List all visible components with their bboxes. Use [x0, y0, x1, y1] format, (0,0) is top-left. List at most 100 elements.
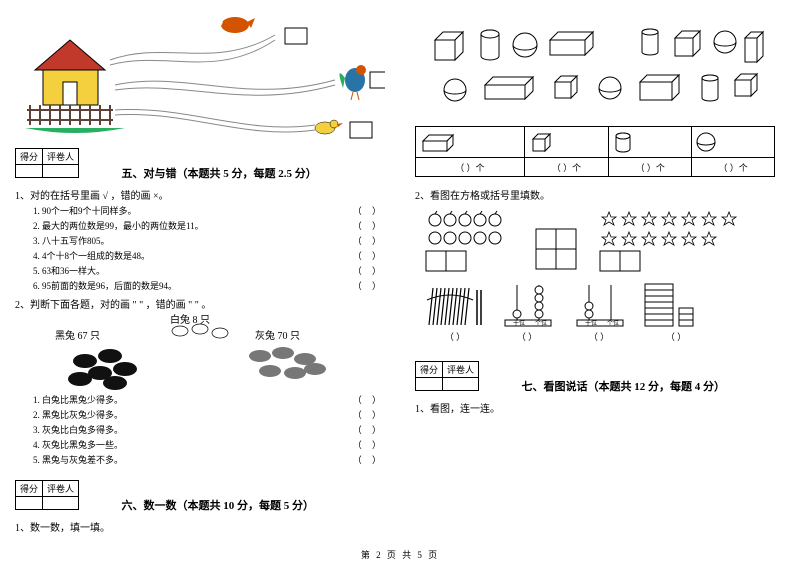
grid-4-item: [535, 228, 579, 272]
gray-rabbits-icon: [249, 347, 326, 379]
house-roof-icon: [35, 40, 105, 70]
score-label: 得分: [416, 362, 443, 378]
duck-icon: [315, 120, 343, 134]
q-item: 2. 黑兔比灰兔少得多。: [33, 408, 325, 421]
paren-blank[interactable]: （ ）: [325, 279, 385, 292]
cylinder-icon: [702, 75, 718, 101]
count-blank[interactable]: （ ）个: [692, 158, 775, 177]
counting-sticks-icon: [425, 280, 485, 330]
two-cell-grid[interactable]: [425, 250, 469, 272]
svg-text:十位: 十位: [513, 319, 525, 327]
reviewer-label: 评卷人: [443, 362, 479, 378]
sphere-icon: [513, 33, 537, 57]
white-rabbits-icon: [172, 324, 228, 338]
abacus-icon: 十位 个位: [569, 280, 629, 330]
path-line-icon: [110, 35, 275, 60]
q-item: 4. 4个十8个一组成的数是48。: [33, 249, 325, 262]
section-5-header: 得分 评卷人 五、对与错（本题共 5 分，每题 2.5 分）: [15, 148, 385, 181]
table-cell-cube: [524, 127, 609, 158]
score-box: 得分 评卷人: [415, 361, 479, 391]
paren-blank[interactable]: （ ）: [497, 330, 557, 343]
q5-2-lead: 2、判断下面各题，对的画 " " ，错的画 " " 。: [15, 296, 385, 311]
paren-blank[interactable]: （ ）: [325, 234, 385, 247]
q5-1-lead: 1、对的在括号里画 √ ，错的画 ×。: [15, 187, 385, 202]
table-cell-sphere: [692, 127, 775, 158]
paren-blank[interactable]: （ ）: [325, 264, 385, 277]
stars-icon: [599, 210, 739, 250]
table-cell-cuboid: [416, 127, 525, 158]
q-item: 1. 白兔比黑兔少得多。: [33, 393, 325, 406]
reviewer-label: 评卷人: [43, 149, 79, 165]
answer-box[interactable]: [370, 72, 385, 88]
q-right-2-lead: 2、看图在方格或括号里填数。: [415, 187, 785, 202]
count-blank[interactable]: （ ）个: [524, 158, 609, 177]
cuboid-icon: [745, 32, 763, 62]
q5-2-list: 1. 白兔比黑兔少得多。（ ） 2. 黑兔比灰兔少得多。（ ） 3. 灰兔比白兔…: [15, 393, 385, 466]
q6-1: 1、数一数，填一填。: [15, 519, 385, 534]
abacus-2-item: 十位 个位 （ ）: [569, 280, 629, 343]
paren-blank[interactable]: （ ）: [641, 330, 711, 343]
paren-blank[interactable]: （ ）: [325, 249, 385, 262]
path-line-icon: [110, 40, 275, 65]
farm-scene-illustration: [15, 10, 385, 140]
cube-icon: [435, 32, 463, 60]
reviewer-label: 评卷人: [43, 481, 79, 497]
count-blank[interactable]: （ ）个: [609, 158, 692, 177]
score-cell[interactable]: [16, 165, 43, 178]
paren-blank[interactable]: （ ）: [325, 408, 385, 421]
abacus-1-item: 十位个位 （ ）: [497, 280, 557, 343]
blocks-item: （ ）: [641, 280, 711, 343]
section-7-header: 得分 评卷人 七、看图说话（本题共 12 分，每题 4 分）: [415, 361, 785, 394]
q-item: 1. 90个一和9个十同样多。: [33, 204, 325, 217]
paren-blank[interactable]: （ ）: [325, 423, 385, 436]
count-blank[interactable]: （ ）个: [416, 158, 525, 177]
paren-blank[interactable]: （ ）: [325, 453, 385, 466]
white-rabbit-label: 白兔 8 只: [170, 313, 210, 326]
paren-blank[interactable]: （ ）: [325, 438, 385, 451]
cube-icon: [675, 31, 700, 56]
abacus-icon: 十位个位: [497, 280, 557, 330]
score-cell[interactable]: [16, 497, 43, 510]
shape-classify-table: （ ）个 （ ）个 （ ）个 （ ）个: [415, 126, 775, 177]
section-6-title: 六、数一数（本题共 10 分，每题 5 分）: [122, 497, 315, 513]
q-item: 5. 黑兔与灰兔差不多。: [33, 453, 325, 466]
cuboid-icon: [640, 75, 679, 100]
score-cell[interactable]: [416, 378, 443, 391]
score-box: 得分 评卷人: [15, 148, 79, 178]
table-cell-cylinder: [609, 127, 692, 158]
score-label: 得分: [16, 481, 43, 497]
rabbits-illustration: 黑兔 67 只 白兔 8 只 灰兔 70 只: [55, 311, 355, 391]
answer-box[interactable]: [350, 122, 372, 138]
cylinder-icon: [481, 30, 499, 60]
cube-icon: [735, 74, 757, 96]
q-item: 5. 63和36一样大。: [33, 264, 325, 277]
paren-blank[interactable]: （ ）: [569, 330, 629, 343]
reviewer-cell[interactable]: [43, 165, 79, 178]
svg-text:个位: 个位: [607, 319, 619, 327]
score-label: 得分: [16, 149, 43, 165]
reviewer-cell[interactable]: [43, 497, 79, 510]
section-6-header: 得分 评卷人 六、数一数（本题共 10 分，每题 5 分）: [15, 480, 385, 513]
house-door-icon: [63, 82, 77, 105]
grass-icon: [25, 128, 125, 133]
sphere-icon: [444, 79, 466, 101]
paren-blank[interactable]: （ ）: [425, 330, 485, 343]
sphere-icon: [714, 31, 736, 53]
four-cell-grid[interactable]: [535, 228, 579, 272]
page: 得分 评卷人 五、对与错（本题共 5 分，每题 2.5 分） 1、对的在括号里画…: [0, 0, 800, 540]
two-cell-grid[interactable]: [599, 250, 643, 272]
reviewer-cell[interactable]: [443, 378, 479, 391]
answer-box[interactable]: [285, 28, 307, 44]
paren-blank[interactable]: （ ）: [325, 204, 385, 217]
black-rabbits-icon: [68, 349, 137, 390]
right-column: （ ）个 （ ）个 （ ）个 （ ）个 2、看图在方格或括号里填数。: [400, 0, 800, 540]
fox-icon: [217, 17, 255, 33]
svg-text:十位: 十位: [585, 319, 597, 327]
apples-icon: [425, 210, 515, 250]
left-column: 得分 评卷人 五、对与错（本题共 5 分，每题 2.5 分） 1、对的在括号里画…: [0, 0, 400, 540]
q5-1-list: 1. 90个一和9个十同样多。（ ） 2. 最大的两位数是99，最小的两位数是1…: [15, 204, 385, 292]
paren-blank[interactable]: （ ）: [325, 393, 385, 406]
black-rabbit-label: 黑兔 67 只: [55, 329, 100, 342]
paren-blank[interactable]: （ ）: [325, 219, 385, 232]
fence-icon: [27, 105, 113, 125]
